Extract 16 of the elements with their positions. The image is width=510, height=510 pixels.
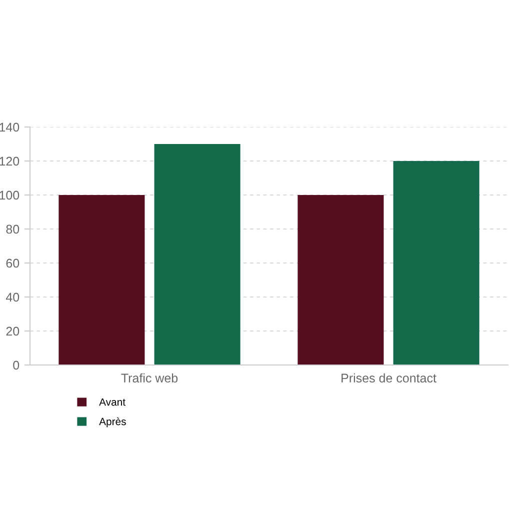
bar <box>298 195 384 365</box>
x-tick-label: Trafic web <box>121 373 178 383</box>
y-tick-label: 0 <box>13 360 20 370</box>
y-tick-label: 20 <box>6 326 20 336</box>
y-tick-label: 80 <box>6 224 20 234</box>
legend-label: Avant <box>99 398 126 406</box>
y-tick-label: 40 <box>6 292 20 302</box>
bar <box>154 144 240 365</box>
y-tick-label: 100 <box>0 190 20 200</box>
y-tick-label: 140 <box>0 122 20 132</box>
x-tick-label: Prises de contact <box>342 373 436 383</box>
bar <box>58 195 145 365</box>
legend-label: Après <box>99 417 126 428</box>
bar <box>393 161 480 365</box>
y-tick-label: 120 <box>0 156 20 166</box>
y-tick-label: 60 <box>6 258 20 268</box>
